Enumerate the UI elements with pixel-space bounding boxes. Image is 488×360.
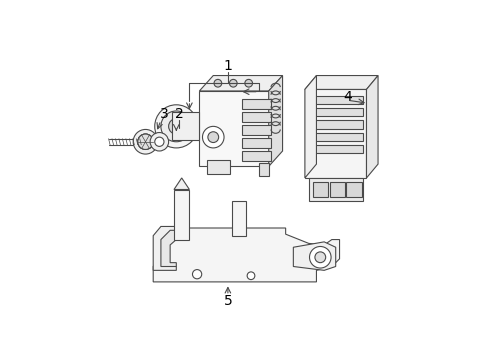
Circle shape <box>246 272 254 280</box>
Circle shape <box>138 134 153 149</box>
Bar <box>241 138 270 148</box>
Bar <box>305 89 366 178</box>
Text: 2: 2 <box>175 107 183 121</box>
Circle shape <box>138 134 153 149</box>
Text: 4: 4 <box>342 90 351 104</box>
Circle shape <box>168 119 183 134</box>
Circle shape <box>154 105 198 148</box>
Circle shape <box>314 252 325 263</box>
Bar <box>329 182 344 197</box>
Polygon shape <box>268 76 282 166</box>
Bar <box>207 160 230 174</box>
Polygon shape <box>161 230 176 266</box>
Circle shape <box>202 126 224 148</box>
Circle shape <box>154 137 163 147</box>
Bar <box>312 182 327 197</box>
Bar <box>308 120 362 129</box>
Bar <box>308 178 362 201</box>
Circle shape <box>309 247 330 268</box>
Polygon shape <box>305 76 316 178</box>
Polygon shape <box>153 228 339 282</box>
Polygon shape <box>153 226 176 270</box>
Polygon shape <box>305 76 377 89</box>
Text: 1: 1 <box>223 59 232 73</box>
Bar <box>199 91 268 166</box>
Bar <box>172 112 199 140</box>
Polygon shape <box>199 76 282 91</box>
Bar <box>259 163 268 176</box>
Bar <box>241 112 270 122</box>
Circle shape <box>244 80 252 87</box>
Bar <box>346 182 361 197</box>
Circle shape <box>161 111 191 142</box>
Bar <box>241 151 270 161</box>
Circle shape <box>214 80 221 87</box>
Bar <box>308 95 362 104</box>
Bar <box>231 201 245 236</box>
Bar <box>174 189 189 239</box>
Circle shape <box>138 134 153 149</box>
Circle shape <box>133 130 158 154</box>
Bar <box>241 125 270 135</box>
Polygon shape <box>174 178 189 189</box>
Text: 3: 3 <box>160 107 169 121</box>
Bar <box>241 99 270 109</box>
Circle shape <box>207 132 218 143</box>
Circle shape <box>192 270 202 279</box>
Polygon shape <box>366 76 377 178</box>
Circle shape <box>229 80 237 87</box>
Polygon shape <box>293 242 335 270</box>
Bar <box>308 145 362 153</box>
Circle shape <box>150 132 168 151</box>
Text: 5: 5 <box>223 294 232 308</box>
Bar <box>308 108 362 116</box>
Bar <box>308 132 362 141</box>
